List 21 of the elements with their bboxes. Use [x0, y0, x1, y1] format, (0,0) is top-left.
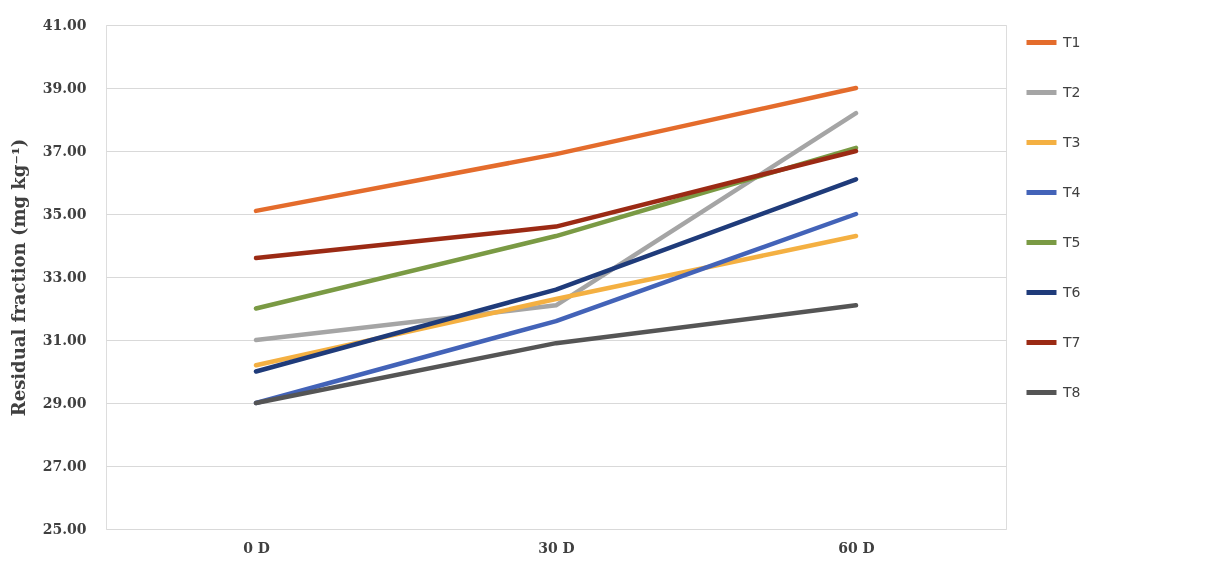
- legend-label: T7: [1062, 333, 1081, 350]
- y-tick-label: 35.00: [42, 205, 87, 222]
- y-tick-label: 33.00: [42, 268, 87, 285]
- x-tick-label: 60 D: [838, 539, 875, 556]
- y-tick-label: 27.00: [42, 457, 87, 474]
- legend-label: T4: [1062, 183, 1081, 200]
- legend-label: T2: [1062, 83, 1081, 100]
- legend-label: T3: [1062, 133, 1081, 150]
- y-tick-label: 37.00: [42, 142, 87, 159]
- y-tick-label: 41.00: [42, 16, 87, 33]
- y-tick-label: 25.00: [42, 520, 87, 537]
- y-tick-label: 39.00: [42, 79, 87, 96]
- legend-label: T5: [1062, 233, 1081, 250]
- legend-label: T1: [1062, 33, 1081, 50]
- x-tick-label: 30 D: [538, 539, 575, 556]
- y-axis-title: Residual fraction (mg kg⁻¹): [7, 138, 29, 417]
- y-tick-label: 29.00: [42, 394, 87, 411]
- legend-label: T6: [1062, 283, 1081, 300]
- legend-label: T8: [1062, 383, 1081, 400]
- x-tick-label: 0 D: [243, 539, 270, 556]
- y-tick-label: 31.00: [42, 331, 87, 348]
